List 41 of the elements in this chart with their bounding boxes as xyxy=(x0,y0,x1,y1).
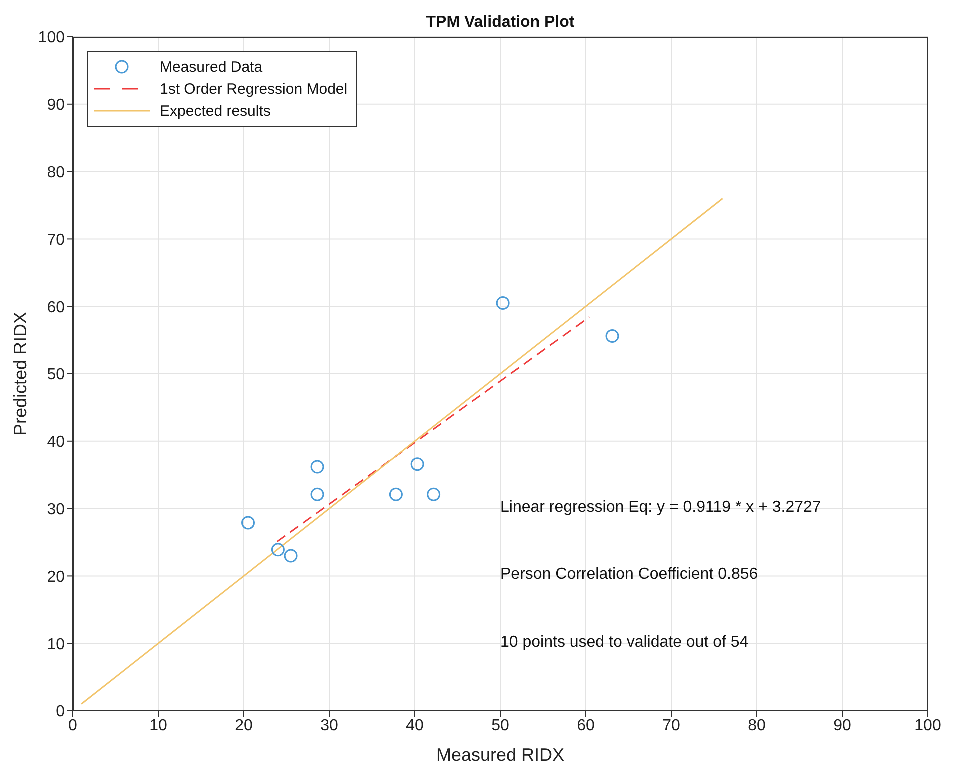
annotation: Linear regression Eq: y = 0.9119 * x + 3.2727 xyxy=(500,498,822,517)
point xyxy=(242,516,256,530)
x-tick-label: 80 xyxy=(748,717,766,734)
x-tick-label: 30 xyxy=(320,717,338,734)
legend-label: Measured Data xyxy=(160,58,263,76)
x-tick-label: 100 xyxy=(914,717,942,734)
y-tick-label: 100 xyxy=(38,30,66,47)
point xyxy=(496,296,510,310)
y-tick-label: 60 xyxy=(47,299,66,316)
y-tick-label: 90 xyxy=(47,97,66,114)
point xyxy=(271,543,285,557)
point xyxy=(310,488,324,502)
x-tick-label: 60 xyxy=(577,717,595,734)
y-tick-label: 10 xyxy=(47,636,66,654)
legend-label: Expected results xyxy=(160,102,271,120)
x-tick-label: 20 xyxy=(235,717,253,734)
y-tick-label: 50 xyxy=(47,366,66,384)
y-tick-label: 30 xyxy=(47,501,66,518)
x-tick-label: 50 xyxy=(492,717,510,734)
chart-title: TPM Validation Plot xyxy=(425,14,576,32)
x-axis-title: Measured RIDX xyxy=(436,745,565,765)
annotation: Person Correlation Coefficient 0.856 xyxy=(500,566,758,584)
y-axis-title: Predicted RIDX xyxy=(10,312,30,436)
y-tick-label: 20 xyxy=(47,568,66,586)
point xyxy=(427,488,441,502)
x-tick-label: 10 xyxy=(150,717,168,734)
x-tick-label: 0 xyxy=(68,717,78,734)
point xyxy=(389,488,403,502)
x-tick-label: 90 xyxy=(834,717,852,734)
point xyxy=(284,549,298,563)
legend-label: 1st Order Regression Model xyxy=(160,80,348,98)
point xyxy=(310,460,324,474)
y-tick-label: 80 xyxy=(47,164,66,182)
y-tick-label: 40 xyxy=(47,434,66,452)
point xyxy=(606,330,620,344)
y-tick-label: 0 xyxy=(56,704,66,721)
annotation: 10 points used to validate out of 54 xyxy=(500,634,749,652)
point xyxy=(410,458,424,472)
x-tick-label: 40 xyxy=(406,717,424,734)
x-tick-label: 70 xyxy=(662,717,680,734)
y-tick-label: 70 xyxy=(47,232,66,249)
